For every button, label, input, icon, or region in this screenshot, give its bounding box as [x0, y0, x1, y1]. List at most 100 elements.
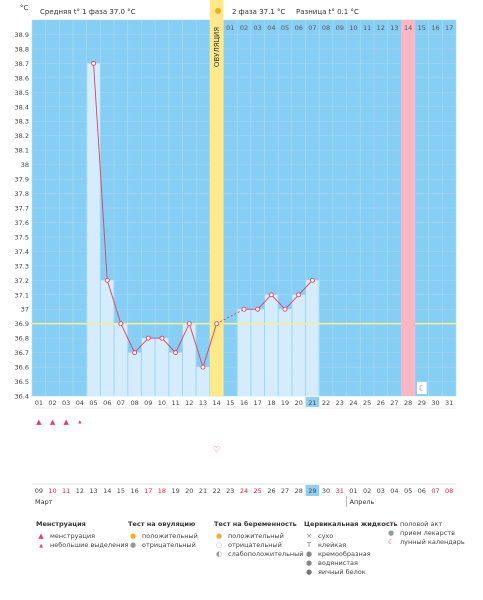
legend: Менструация ▲ менструация ▲ небольшие выде… [36, 520, 476, 598]
temperature-segment [216, 308, 245, 325]
y-tick-label: 36.9 [15, 320, 29, 328]
temperature-segment [120, 323, 135, 353]
y-tick-label: 37 [21, 306, 29, 314]
temperature-bar [292, 294, 306, 396]
temperature-point [200, 364, 206, 370]
temperature-bar [128, 352, 141, 396]
drop-light-icon: ▲ [39, 543, 43, 549]
legend-ovulation-title: Тест на овуляцию [128, 520, 196, 528]
temperature-bar [87, 63, 100, 397]
date-label: 02 [363, 487, 371, 495]
sun-positive-icon: ● [129, 532, 137, 540]
date-label: 03 [377, 487, 385, 495]
pregnancy-negative-icon: ○ [215, 541, 223, 549]
cycle-day-label: 06 [103, 399, 111, 407]
temperature-bar [155, 338, 169, 396]
legend-item: кремообразная [318, 550, 371, 558]
temperature-bar [251, 309, 265, 396]
cycle-day-label: 18 [267, 399, 275, 407]
temperature-point [104, 277, 110, 283]
y-tick-label: 37.9 [15, 176, 29, 184]
bbt-chart: ОВУЛЯЦИЯ 36.436.536.636.736.836.93737.13… [15, 0, 457, 507]
temperature-bar [265, 294, 278, 396]
legend-other: ♡ половой акт ● прием лекарств ☾ лунный кал… [386, 520, 465, 547]
y-tick-label: 37.3 [15, 262, 29, 270]
cycle-day-label: 12 [185, 399, 193, 407]
phase2-day-label: 15 [418, 24, 426, 32]
temperature-segment [188, 323, 204, 368]
temperature-segment [298, 279, 313, 296]
phase2-day-label: 08 [322, 24, 330, 32]
unit-label: °C [20, 4, 29, 12]
date-label: 20 [185, 487, 193, 495]
temperature-point [309, 277, 315, 283]
cycle-day-label: 11 [171, 399, 179, 407]
temperature-point [241, 306, 247, 312]
temperature-bars [32, 63, 456, 397]
sun-icon [215, 8, 221, 14]
cycle-day-label: 15 [226, 399, 234, 407]
phase2-day-label: 09 [336, 24, 344, 32]
date-label: 05 [404, 487, 412, 495]
special-columns: ОВУЛЯЦИЯ [209, 0, 415, 396]
cycle-day-label: 28 [404, 399, 412, 407]
temperature-bar [169, 352, 182, 396]
cycle-day-label: 23 [336, 399, 344, 407]
y-tick-label: 37.2 [15, 277, 29, 285]
date-label: 21 [199, 487, 207, 495]
heart-icon: ♡ [387, 520, 395, 528]
y-tick-label: 38 [21, 161, 29, 169]
menstruation-heavy-icon: ▲ [50, 418, 56, 426]
temperature-bar [100, 280, 114, 396]
heart-icon: ♡ [213, 445, 220, 454]
legend-item: отрицательный [142, 541, 196, 549]
cycle-day-label: 13 [199, 399, 207, 407]
egg-white-icon: ● [305, 568, 313, 576]
date-label: 12 [76, 487, 84, 495]
ovulation-column [209, 0, 224, 396]
date-label: 28 [295, 487, 303, 495]
cycle-day-label: 14 [213, 399, 221, 407]
phase2-day-label: 12 [377, 24, 385, 32]
temperature-bar [141, 338, 155, 396]
y-tick-label: 36.5 [15, 378, 29, 386]
moon-icon: ☾ [387, 538, 395, 546]
temperature-bar [278, 309, 292, 396]
temperature-point [214, 321, 220, 327]
cycle-day-label: 29 [418, 399, 426, 407]
temperature-point [173, 350, 179, 356]
temperature-bar [114, 323, 128, 396]
legend-item: клейкая [318, 541, 347, 549]
phase2-day-label: 06 [295, 24, 303, 32]
date-label: 27 [281, 487, 289, 495]
cycle-day-label: 09 [144, 399, 152, 407]
y-tick-label: 38.3 [15, 118, 29, 126]
date-label: 31 [336, 487, 344, 495]
today-highlight [305, 397, 320, 407]
date-label: 07 [431, 487, 439, 495]
legend-item: положительный [228, 532, 284, 540]
phase2-day-label: 17 [445, 24, 453, 32]
ovulation-label: ОВУЛЯЦИЯ [213, 27, 221, 67]
temperature-segment [134, 337, 149, 353]
sticky-icon: T [306, 541, 312, 549]
cycle-day-label: 21 [308, 399, 316, 407]
phase1-label: Средняя t° 1 фаза 37.0 °C [40, 8, 136, 16]
date-label: 16 [130, 487, 138, 495]
y-tick-label: 38.1 [15, 147, 29, 155]
phase2-day-label: 07 [308, 24, 316, 32]
cycle-day-label: 26 [377, 399, 385, 407]
date-label: 10 [48, 487, 56, 495]
date-label: 15 [117, 487, 125, 495]
date-label: 22 [213, 487, 221, 495]
date-label: 24 [240, 487, 248, 495]
phase2-day-label: 05 [281, 24, 289, 32]
temperature-bar [306, 280, 319, 396]
phase2-day-label: 11 [363, 24, 371, 32]
date-label: 11 [62, 487, 70, 495]
phase2-label: 2 фаза 37.1 °C [232, 8, 286, 16]
y-tick-label: 37.8 [15, 190, 29, 198]
pregnancy-positive-icon: ● [215, 532, 223, 540]
legend-pregnancy-test: Тест на беременность ● положительный ○ отр… [214, 520, 304, 559]
